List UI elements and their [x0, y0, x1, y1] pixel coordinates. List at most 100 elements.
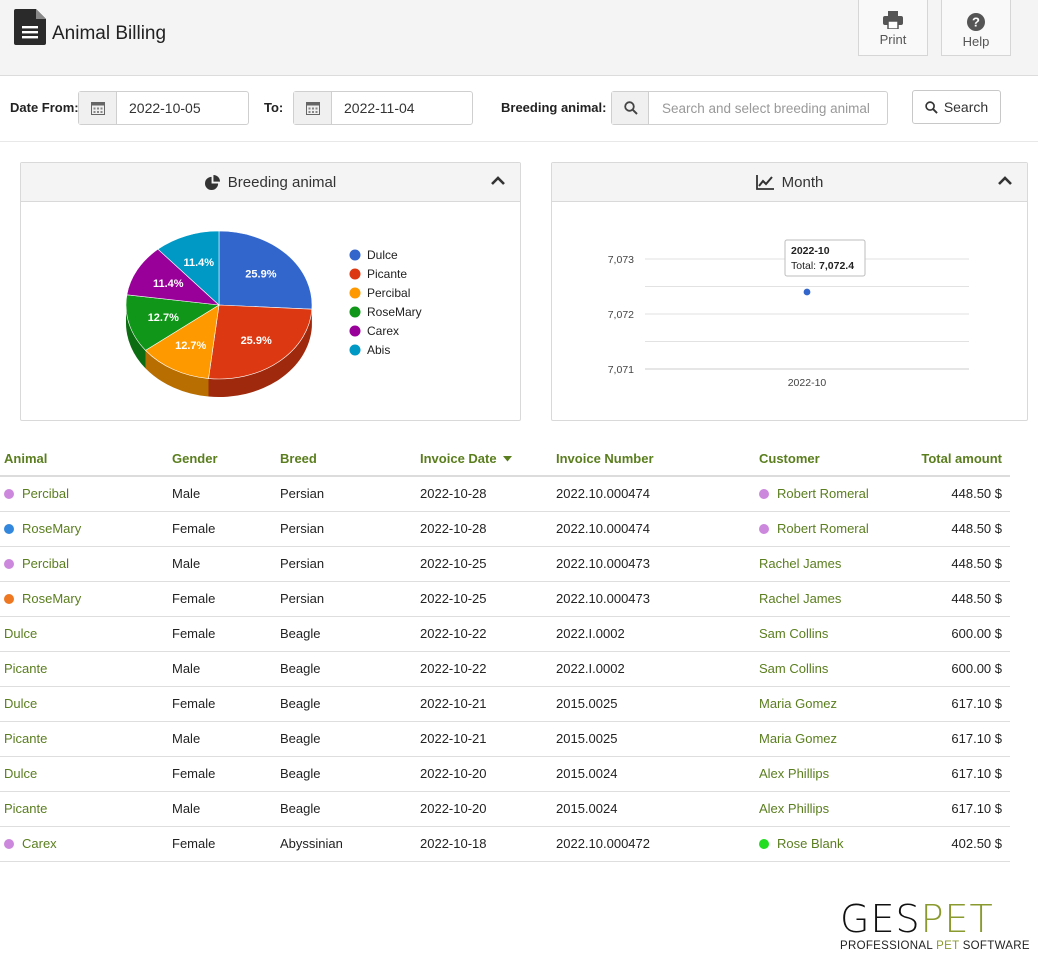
date-to-field[interactable] [293, 91, 473, 125]
cell-invoice: 2022.10.000474 [556, 476, 759, 512]
cell-customer[interactable]: Rose Blank [759, 826, 904, 862]
pie-slice-picante[interactable] [208, 304, 313, 380]
date-from-input[interactable] [117, 92, 247, 124]
cell-animal[interactable]: Picante [0, 791, 172, 827]
table-row[interactable]: Carex Female Abyssinian 2022-10-18 2022.10.0… [0, 826, 1010, 862]
pie-value-label: 11.4% [183, 257, 214, 269]
cell-customer[interactable]: Maria Gomez [759, 721, 904, 757]
col-total-amount[interactable]: Total amount [904, 440, 1010, 477]
table-row[interactable]: Picante Male Beagle 2022-10-22 2022.I.0002 Sa… [0, 651, 1010, 687]
cell-customer[interactable]: Robert Romeral [759, 511, 904, 547]
cell-date: 2022-10-21 [420, 721, 556, 757]
panel-title: Breeding animal [227, 174, 337, 191]
print-button[interactable]: Print [858, 0, 928, 56]
pie-slice-dulce[interactable] [218, 230, 313, 310]
logo-wordmark: GESPET [840, 897, 994, 941]
document-icon [14, 9, 46, 45]
search-button-label: Search [943, 99, 989, 115]
date-from-field[interactable] [78, 91, 249, 125]
cell-customer[interactable]: Rachel James [759, 581, 904, 617]
cell-animal[interactable]: Carex [0, 826, 172, 862]
cell-animal[interactable]: RoseMary [0, 511, 172, 547]
cell-animal[interactable]: Percibal [0, 546, 172, 582]
cell-invoice: 2022.10.000472 [556, 826, 759, 862]
logo-tagline: PROFESSIONAL PET SOFTWARE [840, 940, 1030, 952]
legend-label-abis[interactable]: Abis [367, 343, 390, 357]
cell-animal[interactable]: Dulce [0, 616, 172, 652]
line-chart: 7,073 7,072 7,071 2022-10 2022-10 Total: 7,07… [608, 239, 969, 389]
pie-slice-abis[interactable] [157, 230, 220, 306]
cell-breed: Beagle [280, 616, 420, 652]
cell-customer[interactable]: Sam Collins [759, 616, 904, 652]
cell-animal[interactable]: RoseMary [0, 581, 172, 617]
cell-animal[interactable]: Picante [0, 721, 172, 757]
cell-total: 617.10 $ [904, 686, 1010, 722]
cell-customer[interactable]: Robert Romeral [759, 476, 904, 512]
table-row[interactable]: Percibal Male Persian 2022-10-28 2022.10.000… [0, 476, 1010, 512]
help-button[interactable]: ? Help [941, 0, 1011, 56]
date-to-label: To: [264, 100, 284, 115]
col-breed[interactable]: Breed [280, 440, 420, 477]
table-row[interactable]: Dulce Female Beagle 2022-10-20 2015.0024 Alex… [0, 756, 1010, 792]
cell-animal[interactable]: Percibal [0, 476, 172, 512]
legend-label-dulce[interactable]: Dulce [367, 248, 398, 262]
legend-label-picante[interactable]: Picante [367, 267, 407, 281]
cell-breed: Beagle [280, 651, 420, 687]
pie-slice-carex[interactable] [126, 248, 220, 306]
table-row[interactable]: Percibal Male Persian 2022-10-25 2022.10.000… [0, 546, 1010, 582]
table-row[interactable]: Picante Male Beagle 2022-10-21 2015.0025 Mari… [0, 721, 1010, 757]
table-row[interactable]: Dulce Female Beagle 2022-10-22 2022.I.0002 Sa… [0, 616, 1010, 652]
cell-total: 600.00 $ [904, 616, 1010, 652]
cell-breed: Persian [280, 546, 420, 582]
cell-customer[interactable]: Sam Collins [759, 651, 904, 687]
cell-total: 448.50 $ [904, 581, 1010, 617]
date-to-input[interactable] [332, 92, 472, 124]
cell-breed: Beagle [280, 756, 420, 792]
col-invoice-number[interactable]: Invoice Number [556, 440, 759, 477]
table-row[interactable]: Picante Male Beagle 2022-10-20 2015.0024 Alex… [0, 791, 1010, 827]
cell-customer[interactable]: Alex Phillips [759, 756, 904, 792]
help-label: Help [962, 34, 990, 49]
calendar-icon[interactable] [79, 92, 117, 124]
search-button[interactable]: Search [912, 90, 1001, 124]
table-row[interactable]: Dulce Female Beagle 2022-10-21 2015.0025 Mari… [0, 686, 1010, 722]
page-title: Animal Billing [52, 23, 167, 44]
cell-animal[interactable]: Dulce [0, 686, 172, 722]
chevron-up-icon[interactable] [998, 176, 1012, 186]
status-dot [4, 594, 14, 604]
status-dot [4, 489, 14, 500]
chevron-up-icon[interactable] [491, 176, 505, 186]
col-gender[interactable]: Gender [172, 440, 280, 477]
cell-breed: Abyssinian [280, 826, 420, 862]
legend-label-carex[interactable]: Carex [367, 324, 399, 338]
legend-label-percibal[interactable]: Percibal [367, 286, 410, 300]
table-row[interactable]: RoseMary Female Persian 2022-10-28 2022.10.0… [0, 511, 1010, 547]
breeding-animal-select[interactable] [611, 91, 888, 125]
pie-slice-percibal[interactable] [145, 304, 220, 379]
col-invoice-date[interactable]: Invoice Date [420, 440, 556, 477]
calendar-icon[interactable] [294, 92, 332, 124]
pie-value-label: 11.4% [153, 278, 184, 290]
table-row[interactable]: RoseMary Female Persian 2022-10-25 2022.10.0… [0, 581, 1010, 617]
col-customer[interactable]: Customer [759, 440, 904, 477]
legend-label-rosemary[interactable]: RoseMary [367, 305, 422, 319]
data-point[interactable] [802, 287, 812, 297]
pie-chart-icon [204, 175, 220, 190]
cell-customer[interactable]: Maria Gomez [759, 686, 904, 722]
cell-customer[interactable]: Rachel James [759, 546, 904, 582]
cell-invoice: 2022.10.000473 [556, 546, 759, 582]
panel-title: Month [781, 174, 824, 191]
cell-date: 2022-10-20 [420, 791, 556, 827]
cell-animal[interactable]: Dulce [0, 756, 172, 792]
x-tick-label: 2022-10 [788, 377, 827, 389]
tooltip-number: 7,072.4 [819, 260, 854, 272]
breeding-animal-input[interactable] [649, 92, 887, 124]
pie-slice-rosemary[interactable] [125, 294, 220, 351]
cell-date: 2022-10-20 [420, 756, 556, 792]
month-panel: Month 7,073 7,072 7,071 2022-10 2022-10 Total… [551, 162, 1028, 421]
sort-down-icon[interactable] [502, 455, 512, 462]
cell-customer[interactable]: Alex Phillips [759, 791, 904, 827]
cell-animal[interactable]: Picante [0, 651, 172, 687]
col-animal[interactable]: Animal [0, 440, 172, 477]
cell-total: 617.10 $ [904, 791, 1010, 827]
